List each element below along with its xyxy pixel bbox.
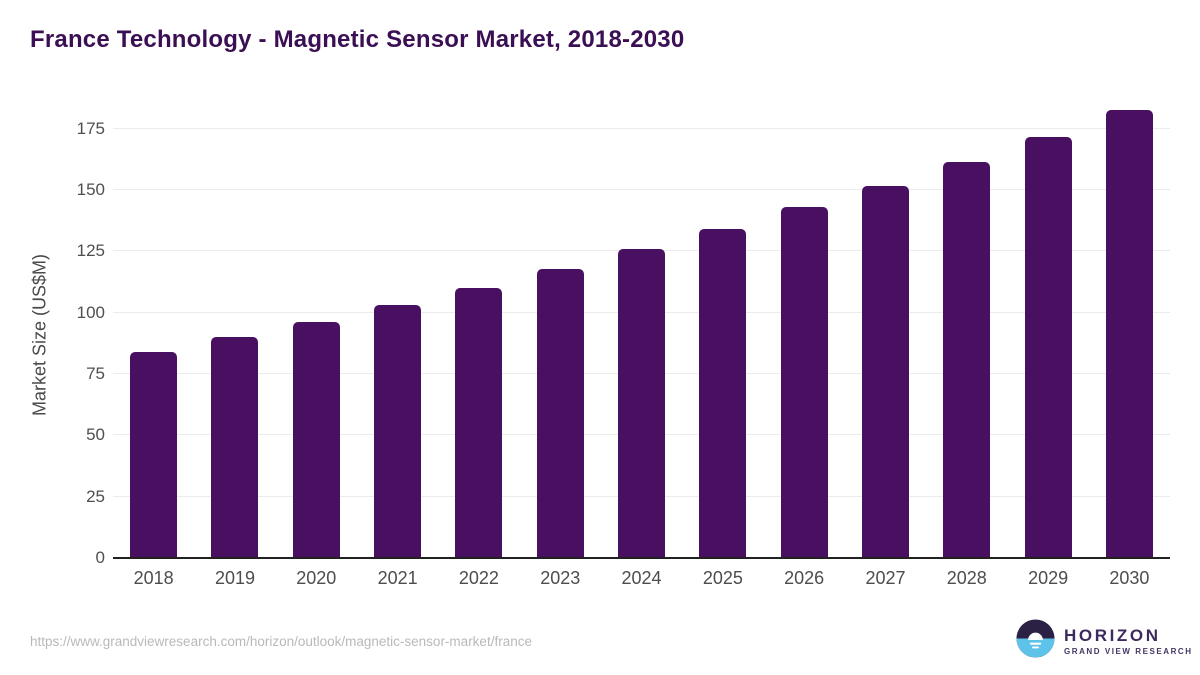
x-tick-2027: 2027 — [865, 568, 906, 588]
bar-2022 — [455, 288, 503, 558]
y-axis-title: Market Size (US$M) — [29, 253, 50, 417]
bar-2027 — [861, 186, 909, 558]
bar-slot-2024 — [601, 104, 682, 558]
x-tick-2025: 2025 — [702, 568, 743, 588]
x-tick-2018: 2018 — [133, 568, 174, 588]
gridline-150 — [113, 189, 1170, 191]
bar-2018 — [130, 351, 178, 558]
x-tick-2020: 2020 — [296, 568, 337, 588]
y-tick-125: 125 — [76, 241, 105, 261]
bar-slot-2027 — [845, 104, 926, 558]
x-tick-2023: 2023 — [540, 568, 581, 588]
horizon-logo-icon — [1016, 619, 1055, 663]
bar-slot-2020 — [276, 104, 357, 558]
y-tick-labels: 0 25 50 75 100 125 150 175 — [77, 104, 1170, 567]
y-tick-50: 50 — [86, 425, 105, 445]
bar-slot-2030 — [1089, 104, 1170, 558]
x-tick-2029: 2029 — [1028, 568, 1069, 588]
x-tick-2019: 2019 — [214, 568, 255, 588]
x-axis-line — [113, 557, 1170, 559]
y-tick-0: 0 — [95, 548, 105, 567]
bar-2025 — [699, 229, 747, 558]
plot-area: 0 25 50 75 100 125 150 175 — [77, 104, 1170, 567]
bar-slot-2026 — [764, 104, 845, 558]
gridline-175 — [113, 127, 1170, 129]
horizon-logo-subtitle: GRAND VIEW RESEARCH — [1064, 647, 1193, 656]
y-tick-150: 150 — [76, 180, 105, 199]
y-tick-25: 25 — [86, 486, 105, 506]
bar-series — [113, 104, 1170, 558]
x-tick-labels: 2018 2019 2020 2021 2022 2023 2024 2025 2026 2027… — [113, 568, 1170, 589]
x-tick-2024: 2024 — [621, 568, 662, 588]
bar-slot-2018 — [113, 104, 194, 558]
bar-2029 — [1024, 137, 1072, 558]
x-tick-2026: 2026 — [784, 568, 825, 588]
bar-slot-2023 — [520, 104, 601, 558]
x-tick-2028: 2028 — [946, 568, 987, 588]
x-tick-2030: 2030 — [1109, 568, 1150, 588]
bar-2019 — [211, 337, 259, 558]
x-tick-2021: 2021 — [377, 568, 418, 588]
bar-2023 — [536, 268, 584, 558]
bar-slot-2025 — [682, 104, 763, 558]
bar-slot-2021 — [357, 104, 438, 558]
horizon-logo-name: HORIZON — [1064, 626, 1161, 645]
bar-slot-2028 — [926, 104, 1007, 558]
bar-2020 — [292, 322, 340, 558]
source-url: https://www.grandviewresearch.com/horizo… — [30, 634, 532, 649]
bar-slot-2019 — [194, 104, 275, 558]
bar-slot-2029 — [1007, 104, 1088, 558]
horizon-logo: HORIZON GRAND VIEW RESEARCH — [1016, 619, 1193, 663]
x-tick-2022: 2022 — [458, 568, 499, 588]
bar-2028 — [943, 161, 991, 558]
y-tick-100: 100 — [76, 302, 105, 322]
chart-title: France Technology - Magnetic Sensor Mark… — [30, 26, 685, 53]
horizon-logo-text: HORIZON GRAND VIEW RESEARCH — [1064, 626, 1193, 656]
bar-2021 — [374, 305, 422, 558]
bar-2026 — [780, 207, 828, 558]
y-tick-75: 75 — [86, 364, 105, 383]
bar-2030 — [1105, 110, 1153, 558]
bar-2024 — [618, 248, 666, 558]
bar-slot-2022 — [438, 104, 519, 558]
y-tick-175: 175 — [76, 118, 105, 138]
